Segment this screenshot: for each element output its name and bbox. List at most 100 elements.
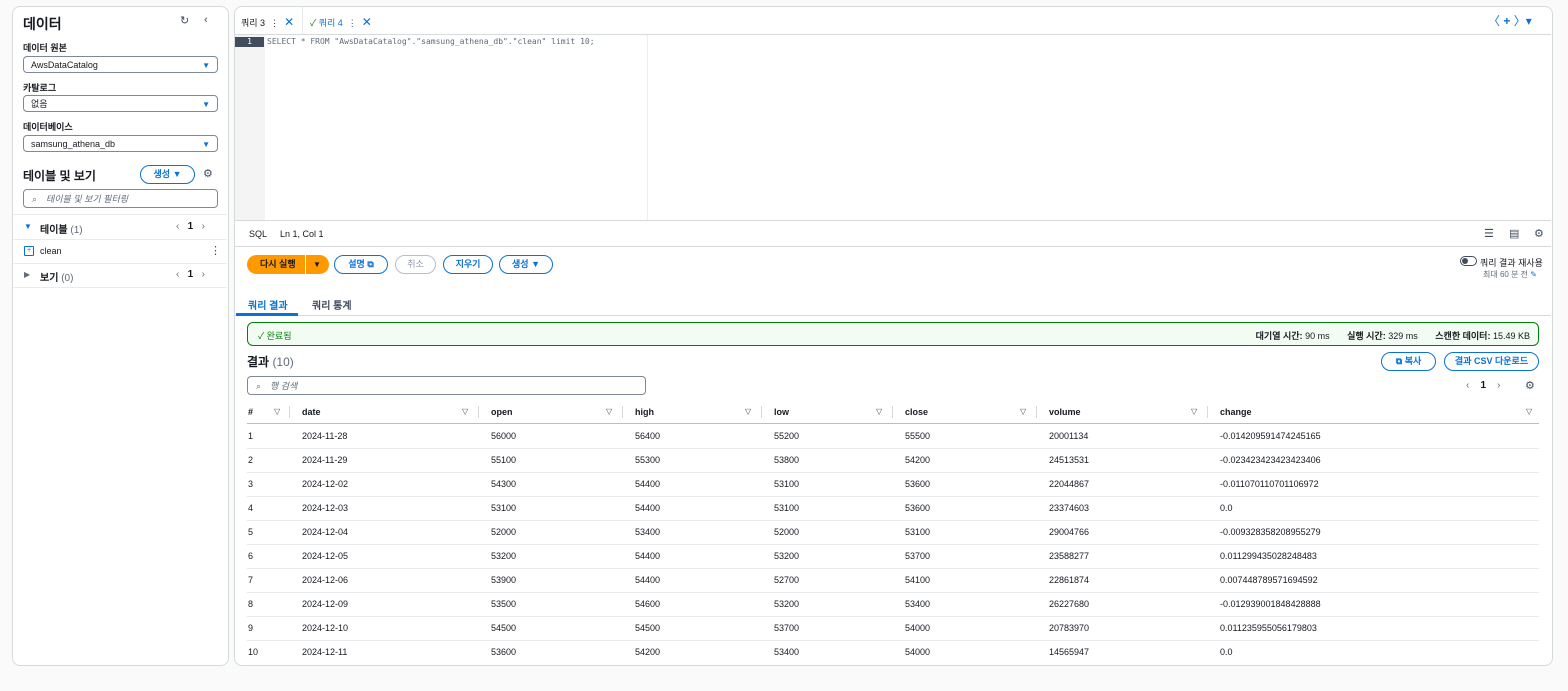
table-cell: 2024-12-06 — [302, 575, 349, 585]
group-count: (0) — [61, 273, 74, 284]
table-cell: 53100 — [774, 503, 800, 513]
table-cell: 53100 — [774, 479, 800, 489]
divider — [13, 239, 227, 240]
table-cell: -0.009328358208955279 — [1220, 527, 1321, 537]
result-tab[interactable]: 쿼리 통계 — [312, 301, 352, 312]
column-separator — [761, 406, 762, 418]
tab-controls[interactable]: 〈 + 〉▾ — [1488, 14, 1532, 28]
column-header: date — [302, 407, 321, 417]
sort-icon[interactable]: ▽ — [1020, 407, 1027, 416]
table-cell: 56400 — [635, 431, 661, 441]
refresh-icon[interactable]: ↻ — [180, 15, 190, 27]
page-number[interactable]: 1 — [187, 269, 194, 280]
sort-icon[interactable]: ▽ — [1191, 407, 1198, 416]
column-header: # — [248, 407, 254, 417]
settings-icon[interactable]: ⚙ — [203, 168, 213, 180]
group-label: 보기 — [40, 273, 59, 284]
table-cell: 54600 — [635, 599, 661, 609]
divider — [235, 220, 1551, 221]
download-button[interactable]: 결과 CSV 다운로드 — [1444, 352, 1539, 371]
settings-icon[interactable]: ⚙ — [1525, 380, 1535, 392]
table-item[interactable]: clean — [40, 246, 62, 256]
sort-icon[interactable]: ▽ — [274, 407, 281, 416]
field-label: 카탈로그 — [23, 83, 57, 93]
column-header: high — [635, 407, 654, 417]
filter-input[interactable]: ⌕ 테이블 및 보기 필터링 — [23, 189, 218, 208]
format-icon[interactable]: ☰ — [1484, 228, 1494, 240]
results-title: 결과 — [247, 355, 270, 369]
page-number[interactable]: 1 — [187, 221, 194, 232]
query-text[interactable]: SELECT * FROM "AwsDataCatalog"."samsung_… — [267, 37, 595, 46]
sort-icon[interactable]: ▽ — [745, 407, 752, 416]
sort-icon[interactable]: ▽ — [1526, 407, 1533, 416]
settings-icon[interactable]: ⚙ — [1534, 228, 1544, 240]
expand-icon[interactable]: ▼ — [24, 222, 32, 231]
metric-value: 15.49 KB — [1492, 331, 1530, 341]
column-header: change — [1220, 407, 1252, 417]
column-header: open — [491, 407, 513, 417]
create-button[interactable]: 생성 ▼ — [140, 165, 195, 184]
table-cell: 6 — [248, 551, 254, 561]
table-cell: 53500 — [491, 599, 517, 609]
table-cell: 55300 — [635, 455, 661, 465]
table-cell: 2024-12-04 — [302, 527, 349, 537]
run-again-button[interactable]: 다시 실행 ▼ — [247, 255, 329, 274]
table-cell: 54000 — [905, 623, 931, 633]
column-header: low — [774, 407, 789, 417]
table-cell: 54000 — [905, 647, 931, 657]
sort-icon[interactable]: ▽ — [606, 407, 613, 416]
expand-icon[interactable]: ▶ — [24, 270, 31, 279]
row-search[interactable]: ⌕ 행 검색 — [247, 376, 646, 395]
query-tab[interactable]: 쿼리 3 ⋮ ✕ — [241, 15, 295, 29]
result-tab-active[interactable]: 쿼리 결과 — [248, 301, 288, 312]
explain-button[interactable]: 설명 ⧉ — [334, 255, 388, 274]
group-count: (1) — [70, 225, 83, 236]
copy-button[interactable]: ⧉ 복사 — [1381, 352, 1436, 371]
table-cell: 54200 — [905, 455, 931, 465]
table-cell: 53700 — [905, 551, 931, 561]
cancel-button[interactable]: 취소 — [395, 255, 436, 274]
table-cell: 5 — [248, 527, 254, 537]
row-divider — [247, 616, 1539, 617]
table-cell: 2 — [248, 455, 254, 465]
table-cell: 53900 — [491, 575, 517, 585]
keyboard-icon[interactable]: ▤ — [1509, 228, 1520, 240]
button-label: 생성 — [512, 259, 529, 269]
search-icon: ⌕ — [32, 194, 38, 204]
more-icon[interactable]: ⋮ — [210, 245, 221, 257]
table-cell: 24513531 — [1049, 455, 1090, 465]
column-separator — [289, 406, 290, 418]
select[interactable]: AwsDataCatalog ▼ — [23, 56, 218, 73]
table-cell: 2024-11-28 — [302, 431, 348, 441]
clear-button[interactable]: 지우기 — [443, 255, 493, 274]
metric-value: 329 ms — [1388, 331, 1418, 341]
table-cell: 23374603 — [1049, 503, 1090, 513]
row-divider — [247, 640, 1539, 641]
table-cell: 2024-12-02 — [302, 479, 349, 489]
sort-icon[interactable]: ▽ — [876, 407, 883, 416]
table-cell: 54400 — [635, 479, 661, 489]
sort-icon[interactable]: ▽ — [462, 407, 469, 416]
pager: ‹ 1 › — [176, 269, 205, 280]
row-divider — [247, 496, 1539, 497]
select[interactable]: samsung_athena_db ▼ — [23, 135, 218, 152]
query-metrics: 대기열 시간: 90 ms 실행 시간: 329 ms 스캔한 데이터: 15.… — [1256, 329, 1530, 342]
table-cell: 29004766 — [1049, 527, 1090, 537]
button-label: 다시 실행 — [260, 259, 296, 269]
column-separator — [1207, 406, 1208, 418]
print-margin — [647, 35, 648, 220]
query-tab-active[interactable]: ✓ 쿼리 4 ⋮ ✕ — [310, 15, 372, 29]
button-label: 복사 — [1404, 356, 1422, 366]
table-cell: 53600 — [905, 479, 931, 489]
table-cell: 52700 — [774, 575, 800, 585]
toggle[interactable] — [1460, 256, 1477, 266]
editor-language: SQL — [249, 229, 268, 239]
page-number[interactable]: 1 — [1480, 380, 1487, 391]
select[interactable]: 없음 ▼ — [23, 95, 218, 112]
table-cell: -0.012939001848428888 — [1220, 599, 1321, 609]
table-cell: 7 — [248, 575, 254, 585]
table-cell: 53400 — [905, 599, 931, 609]
create-button[interactable]: 생성 ▼ — [499, 255, 553, 274]
collapse-icon[interactable]: ‹ — [204, 14, 208, 26]
table-cell: -0.011070110701106972 — [1220, 479, 1319, 489]
